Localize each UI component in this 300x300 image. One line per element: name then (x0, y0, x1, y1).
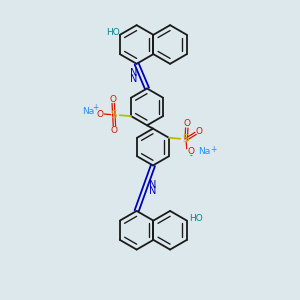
Text: Na: Na (198, 147, 210, 156)
Text: S: S (110, 110, 117, 120)
Text: +: + (92, 103, 99, 112)
Text: N: N (130, 68, 137, 78)
Text: O: O (97, 110, 104, 118)
Text: O: O (110, 95, 117, 104)
Text: N: N (149, 180, 157, 190)
Text: O: O (196, 127, 203, 136)
Text: +: + (210, 145, 216, 154)
Text: -: - (190, 151, 192, 160)
Text: HO: HO (106, 28, 120, 37)
Text: Na: Na (82, 107, 94, 116)
Text: -: - (99, 106, 101, 116)
Text: N: N (149, 186, 157, 196)
Text: O: O (111, 126, 118, 135)
Text: O: O (188, 147, 194, 156)
Text: HO: HO (189, 214, 202, 223)
Text: S: S (183, 134, 190, 144)
Text: O: O (183, 119, 190, 128)
Text: N: N (130, 74, 137, 84)
